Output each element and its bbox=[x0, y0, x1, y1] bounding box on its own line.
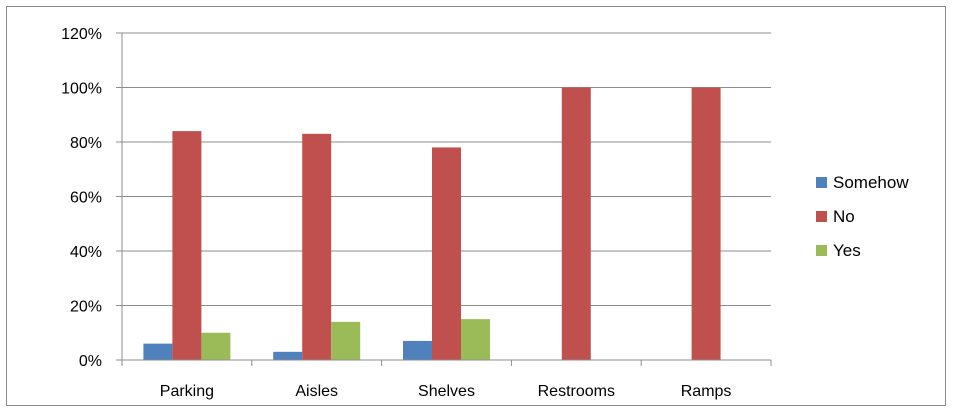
legend-swatch-somehow bbox=[816, 177, 827, 188]
y-tick-label: 20% bbox=[70, 299, 102, 316]
legend-label-no: No bbox=[833, 207, 855, 226]
x-tick-label: Restrooms bbox=[538, 383, 615, 400]
bar-somehow-parking bbox=[143, 343, 173, 360]
bars bbox=[143, 87, 721, 360]
y-tick-label: 0% bbox=[79, 353, 102, 370]
bar-no-aisles bbox=[302, 133, 332, 360]
bar-somehow-shelves bbox=[403, 340, 432, 360]
x-tick-label: Aisles bbox=[295, 383, 338, 400]
legend-swatch-no bbox=[816, 211, 827, 222]
y-tick-label: 60% bbox=[70, 190, 102, 207]
y-tick-label: 80% bbox=[70, 135, 102, 152]
y-tick-label: 100% bbox=[61, 81, 102, 98]
axes bbox=[116, 32, 772, 366]
x-tick-labels: Parking Aisles Shelves Restrooms Ramps bbox=[160, 383, 732, 400]
legend-label-somehow: Somehow bbox=[833, 173, 909, 192]
x-tick-label: Ramps bbox=[681, 383, 732, 400]
bar-yes-shelves bbox=[461, 319, 490, 360]
legend-label-yes: Yes bbox=[833, 241, 861, 260]
y-tick-label: 120% bbox=[61, 26, 102, 43]
bar-yes-parking bbox=[201, 332, 231, 360]
bar-no-shelves bbox=[432, 147, 461, 360]
bar-somehow-aisles bbox=[273, 351, 303, 360]
bar-yes-aisles bbox=[331, 321, 361, 360]
legend: Somehow No Yes bbox=[816, 173, 909, 260]
bar-no-parking bbox=[172, 131, 202, 360]
legend-swatch-yes bbox=[816, 245, 827, 256]
bar-no-ramps bbox=[691, 87, 721, 360]
x-tick-label: Parking bbox=[160, 383, 214, 400]
y-tick-label: 40% bbox=[70, 244, 102, 261]
y-tick-labels: 0% 20% 40% 60% 80% 100% 120% bbox=[61, 26, 102, 370]
gridlines bbox=[122, 32, 771, 306]
x-tick-label: Shelves bbox=[418, 383, 475, 400]
bar-no-restrooms bbox=[561, 87, 591, 360]
